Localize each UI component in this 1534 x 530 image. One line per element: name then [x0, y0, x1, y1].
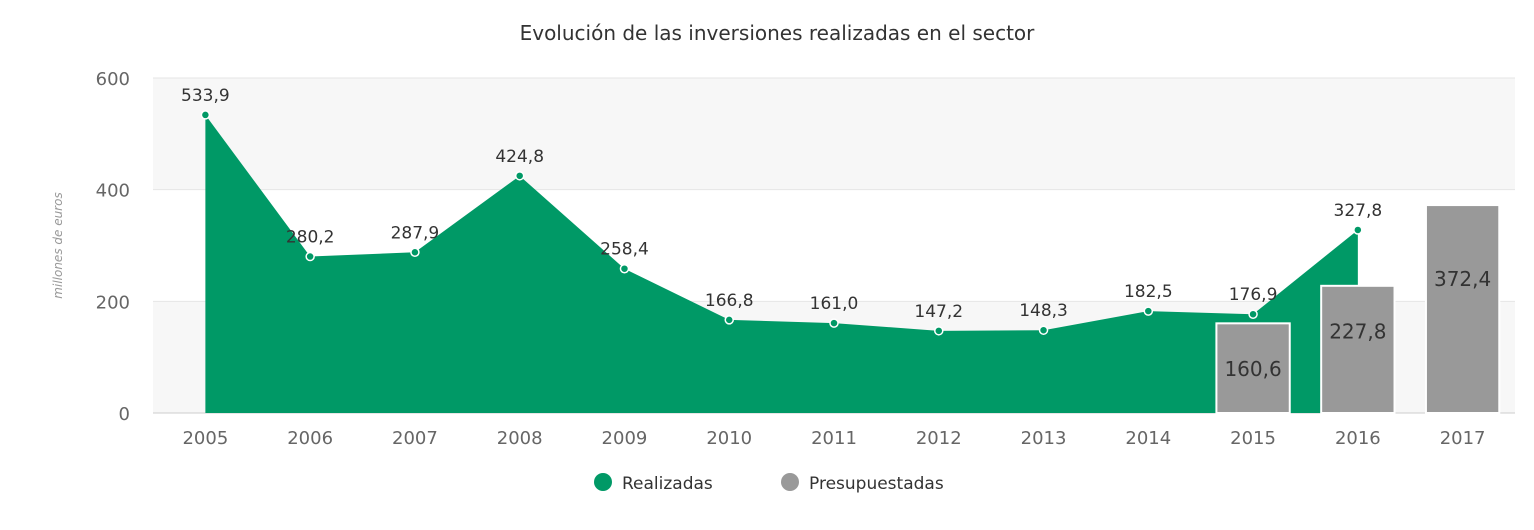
realizadas-label-2008: 424,8: [495, 147, 544, 167]
realizadas-label-2014: 182,5: [1124, 282, 1173, 302]
y-axis-label: millones de euros: [51, 192, 65, 298]
realizadas-area: [205, 114, 1358, 414]
realizadas-point-2005: [200, 110, 211, 120]
realizadas-area-layer: [205, 114, 1358, 414]
legend-label-realizadas: Realizadas: [622, 474, 713, 494]
x-tick-label: 2014: [1125, 428, 1171, 449]
realizadas-label-2006: 280,2: [286, 228, 335, 248]
x-tick-label: 2015: [1230, 428, 1276, 449]
presupuestadas-bar-2015: [1215, 322, 1291, 414]
x-tick-label: 2017: [1440, 428, 1486, 449]
x-tick-label: 2009: [602, 428, 648, 449]
realizadas-label-2007: 287,9: [391, 223, 440, 243]
y-tick-label: 600: [96, 69, 130, 90]
y-tick-label: 200: [96, 292, 130, 313]
realizadas-points-layer: [200, 110, 1363, 336]
legend-label-presupuestadas: Presupuestadas: [809, 474, 944, 494]
realizadas-label-2015: 176,9: [1229, 285, 1278, 305]
legend-marker-presupuestadas: [781, 473, 799, 491]
chart-title: Evolución de las inversiones realizadas …: [520, 21, 1036, 45]
realizadas-point-2016: [1353, 225, 1363, 235]
presupuestadas-bar-2016: [1320, 284, 1396, 415]
x-axis-ticks: 2005 2006 2007 2008 2009 2010 2011 2012 2013 2014…: [182, 428, 1485, 449]
realizadas-label-2011: 161,0: [810, 294, 859, 314]
realizadas-label-2012: 147,2: [914, 302, 963, 322]
realizadas-point-2009: [619, 263, 630, 274]
realizadas-point-2006: [305, 251, 315, 262]
realizadas-point-2011: [829, 318, 839, 328]
x-tick-label: 2016: [1335, 428, 1381, 449]
realizadas-point-2010: [724, 315, 734, 325]
x-tick-label: 2012: [916, 428, 962, 449]
x-tick-label: 2013: [1021, 428, 1067, 449]
plot-band-400-600: [153, 78, 1515, 190]
realizadas-point-2007: [410, 247, 420, 258]
realizadas-point-2012: [934, 326, 944, 336]
legend-marker-realizadas: [594, 473, 612, 491]
realizadas-label-2009: 258,4: [600, 240, 649, 260]
y-tick-label: 0: [119, 404, 130, 425]
x-tick-label: 2005: [182, 428, 228, 449]
realizadas-point-2013: [1038, 325, 1049, 335]
presupuestadas-label-2015: 160,6: [1224, 357, 1281, 381]
realizadas-label-2010: 166,8: [705, 291, 754, 311]
y-tick-label: 400: [96, 181, 130, 202]
realizadas-label-2013: 148,3: [1019, 301, 1068, 321]
x-tick-label: 2006: [287, 428, 333, 449]
realizadas-label-2016: 327,8: [1334, 201, 1383, 221]
presupuestadas-label-2017: 372,4: [1434, 267, 1491, 291]
x-tick-label: 2011: [811, 428, 857, 449]
y-axis-ticks: 0 200 400 600: [96, 69, 130, 425]
realizadas-point-2015: [1248, 309, 1258, 319]
presupuestadas-bar-layer: [1215, 204, 1501, 415]
x-tick-label: 2008: [497, 428, 543, 449]
legend: Realizadas Presupuestadas: [594, 473, 944, 494]
presupuestadas-bar-2017: [1424, 204, 1501, 414]
x-tick-label: 2010: [706, 428, 752, 449]
realizadas-point-2008: [514, 171, 525, 181]
realizadas-label-2005: 533,9: [181, 86, 230, 106]
x-tick-label: 2007: [392, 428, 438, 449]
presupuestadas-label-2016: 227,8: [1329, 319, 1386, 343]
data-labels-layer: 160,6 227,8 372,4 533,9 280,2 287,9 424,8 258,4…: [181, 86, 1491, 381]
realizadas-point-2014: [1143, 306, 1154, 316]
